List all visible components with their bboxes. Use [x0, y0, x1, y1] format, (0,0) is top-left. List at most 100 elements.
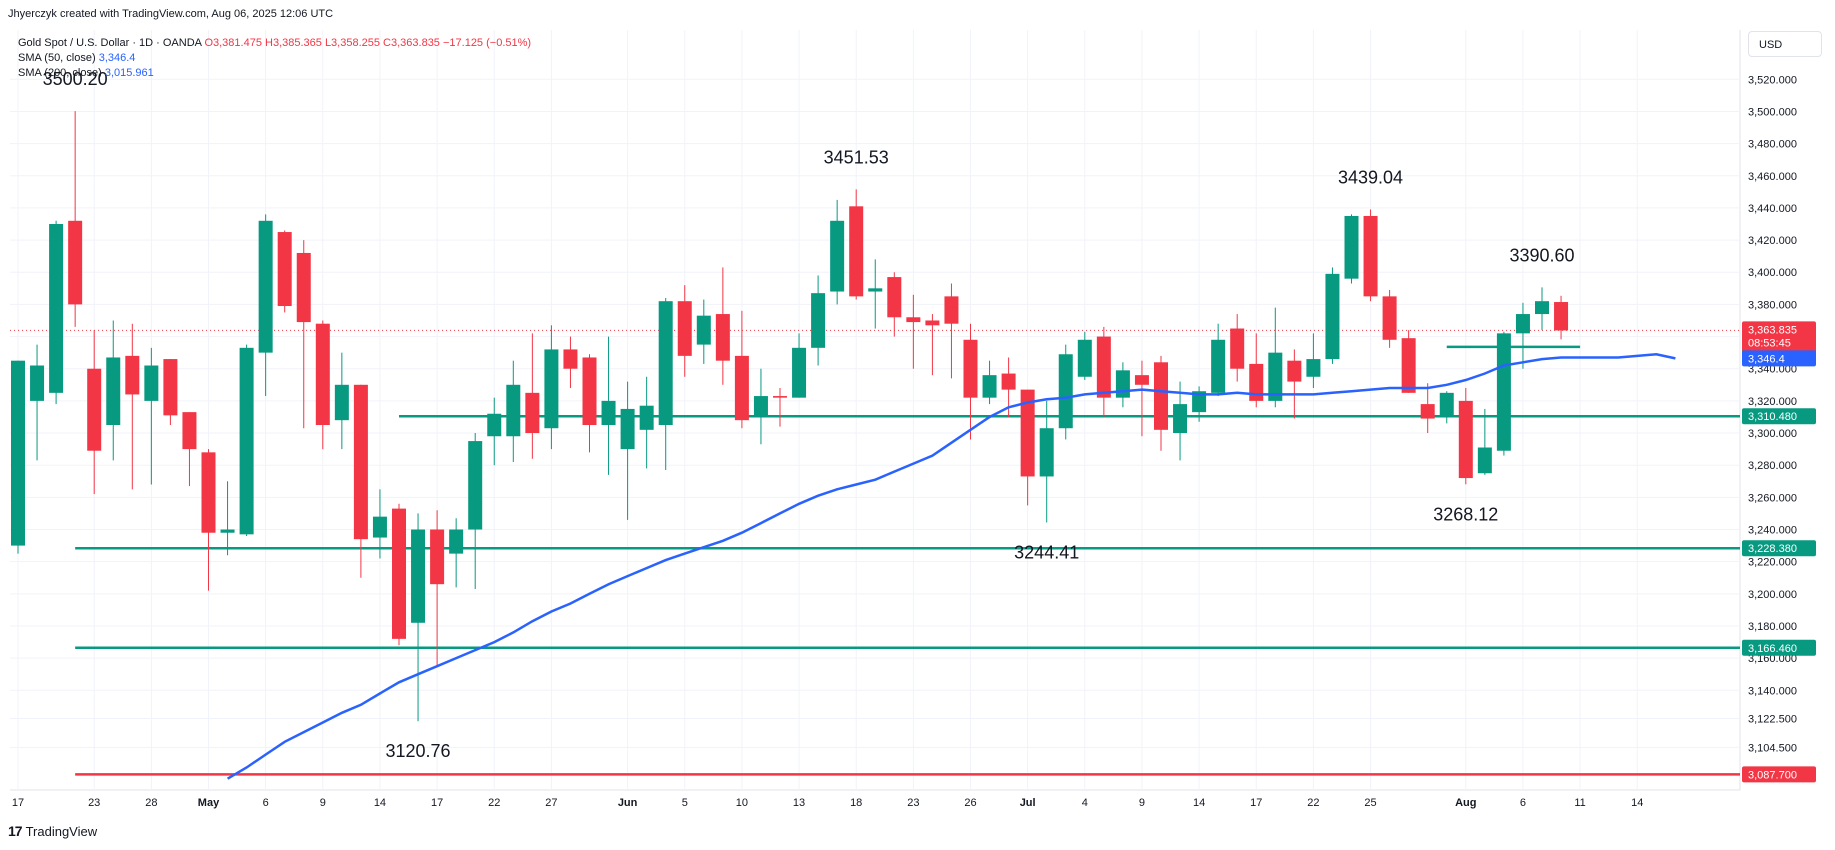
candle-body: [963, 339, 978, 398]
candle-body: [296, 252, 311, 323]
candle-body: [144, 365, 159, 401]
candle-body: [182, 412, 197, 450]
candle-body: [30, 365, 45, 401]
price-badge-timer: 08:53:45: [1748, 337, 1791, 349]
candle-body: [696, 315, 711, 345]
candle-body: [1287, 360, 1302, 382]
y-tick-label: 3,520.000: [1748, 74, 1797, 86]
candle-body: [1134, 375, 1149, 385]
sma200-label: SMA (200, close): [18, 67, 102, 79]
sma50-label: SMA (50, close): [18, 52, 96, 64]
x-tick-label: 5: [682, 797, 688, 809]
price-annotation: 3451.53: [824, 147, 889, 167]
candle-body: [449, 529, 464, 554]
x-tick-label: 23: [907, 797, 919, 809]
candle-body: [1382, 296, 1397, 340]
price-annotation: 3500.20: [43, 69, 108, 89]
x-tick-label: 28: [145, 797, 157, 809]
y-tick-label: 3,140.000: [1748, 685, 1797, 697]
candle-body: [830, 220, 845, 292]
symbol-row[interactable]: Gold Spot / U.S. Dollar · 1D · OANDA O3,…: [18, 36, 531, 51]
candle-body: [525, 392, 540, 434]
candle-body: [1096, 336, 1111, 398]
y-tick-label: 3,180.000: [1748, 621, 1797, 633]
sma200-value: 3,015.961: [104, 67, 154, 79]
price-badge: [1742, 321, 1816, 352]
x-tick-label: 9: [320, 797, 326, 809]
price-annotation: 3268.12: [1433, 504, 1498, 524]
sma50-row[interactable]: SMA (50, close) 3,346.4: [18, 51, 531, 66]
candle-body: [1211, 339, 1226, 393]
candle-body: [1306, 359, 1321, 377]
x-tick-label: 17: [1250, 797, 1262, 809]
candle-body: [68, 220, 83, 305]
candle-body: [544, 349, 559, 429]
candle-body: [1020, 389, 1035, 477]
candle-body: [1039, 428, 1054, 477]
x-tick-label: May: [198, 797, 220, 809]
candle-body: [582, 357, 597, 425]
x-tick-label: 27: [545, 797, 557, 809]
candle-body: [1154, 362, 1168, 430]
y-tick-label: 3,400.000: [1748, 267, 1797, 279]
candle-body: [1477, 447, 1492, 474]
candle-body: [430, 529, 445, 585]
candle-body: [1420, 404, 1435, 419]
x-tick-label: 22: [488, 797, 500, 809]
footer-brand: 17 TradingView: [8, 823, 97, 839]
candle-body: [811, 293, 826, 348]
candle-body: [1439, 392, 1454, 417]
candle-body: [201, 452, 216, 533]
tradingview-logo-icon: 17: [8, 823, 23, 839]
candle-body: [944, 296, 959, 324]
candle-body: [487, 413, 502, 437]
y-tick-label: 3,460.000: [1748, 171, 1797, 183]
y-tick-label: 3,500.000: [1748, 106, 1797, 118]
x-tick-label: 26: [964, 797, 976, 809]
y-tick-label: 3,280.000: [1748, 460, 1797, 472]
candle-body: [887, 277, 902, 318]
x-tick-label: 17: [431, 797, 443, 809]
price-annotation: 3120.76: [386, 741, 451, 761]
candle-body: [334, 384, 349, 421]
candle-body: [1230, 328, 1245, 369]
brand-text: TradingView: [25, 823, 98, 839]
candle-body: [392, 508, 406, 639]
candle-body: [1344, 215, 1359, 279]
y-tick-label: 3,300.000: [1748, 428, 1797, 440]
x-tick-label: 11: [1574, 797, 1585, 809]
level-badge: [1742, 408, 1816, 425]
y-tick-label: 3,260.000: [1748, 492, 1797, 504]
y-tick-label: 3,440.000: [1748, 203, 1797, 215]
candle-body: [982, 375, 997, 398]
candle-body: [49, 224, 64, 393]
symbol-name: Gold Spot / U.S. Dollar · 1D · OANDA: [18, 37, 202, 49]
currency-button[interactable]: USD: [1748, 31, 1822, 57]
y-tick-label: 3,220.000: [1748, 557, 1797, 569]
x-tick-label: 6: [263, 797, 269, 809]
level-badge: [1742, 639, 1816, 656]
y-tick-label: 3,240.000: [1748, 525, 1797, 537]
level-badge: [1742, 540, 1816, 557]
candle-body: [11, 360, 25, 546]
candle-body: [792, 347, 807, 398]
candle-body: [411, 529, 426, 623]
x-tick-label: 10: [736, 797, 748, 809]
candle-body: [277, 232, 292, 307]
candle-body: [468, 441, 483, 530]
sma200-row[interactable]: SMA (200, close) 3,015.961: [18, 66, 531, 81]
candle-body: [658, 301, 673, 425]
y-tick-label: 3,420.000: [1748, 235, 1797, 247]
y-tick-label: 3,160.000: [1748, 653, 1797, 665]
candle-body: [315, 323, 330, 425]
sma50-line: [226, 353, 1676, 780]
candle-body: [601, 400, 616, 425]
candle-body: [106, 357, 121, 425]
candle-body: [868, 288, 883, 292]
candle-body: [1249, 363, 1264, 401]
candle-body: [906, 317, 921, 323]
attribution-text: Jhyerczyk created with TradingView.com, …: [8, 8, 334, 20]
candle-body: [1515, 314, 1530, 334]
candle-body: [1001, 373, 1016, 390]
